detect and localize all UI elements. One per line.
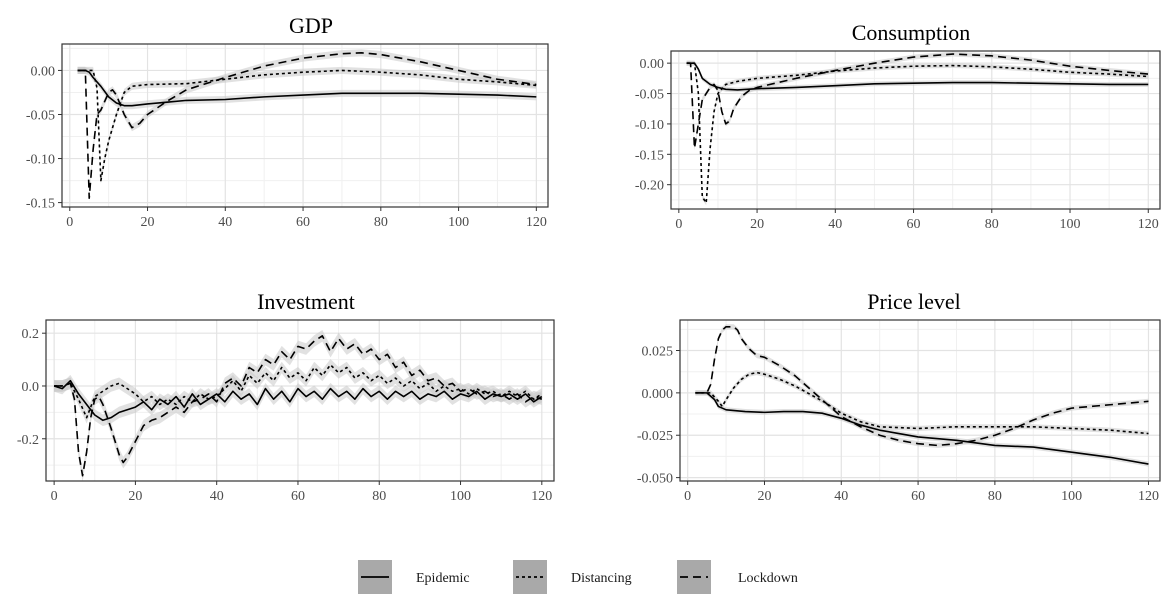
x-tick-label: 20 bbox=[128, 489, 142, 504]
x-tick-label: 60 bbox=[911, 489, 925, 504]
y-tick-label: -0.2 bbox=[17, 433, 39, 448]
y-tick-label: -0.15 bbox=[635, 148, 664, 163]
panel-title: Consumption bbox=[852, 20, 971, 45]
y-tick-label: 0.00 bbox=[640, 57, 665, 72]
series-line-dashed bbox=[686, 53, 1149, 150]
x-tick-label: 0 bbox=[684, 489, 691, 504]
y-tick-label: 0.2 bbox=[22, 327, 40, 342]
x-tick-label: 0 bbox=[51, 489, 58, 504]
grid bbox=[680, 320, 1160, 481]
panel-2: Investment 0 20 40 60 80 100 120 -0.2 0.0 0.2 bbox=[17, 289, 555, 504]
plot-area bbox=[53, 330, 543, 481]
series-line-solid bbox=[695, 392, 1149, 465]
x-tick-label: 100 bbox=[1061, 489, 1082, 504]
grid bbox=[62, 44, 548, 207]
series-line-dotted bbox=[695, 371, 1149, 435]
plot-area bbox=[686, 51, 1149, 206]
y-tick-label: -0.10 bbox=[26, 153, 55, 168]
legend-label: Distancing bbox=[571, 571, 632, 586]
confidence-band-1 bbox=[686, 60, 1149, 206]
series-line-dashed bbox=[54, 335, 543, 477]
x-tick-label: 0 bbox=[675, 217, 682, 232]
y-tick-label: -0.15 bbox=[26, 197, 55, 212]
x-tick-label: 60 bbox=[291, 489, 305, 504]
x-tick-label: 100 bbox=[448, 215, 469, 230]
x-tick-label: 40 bbox=[210, 489, 224, 504]
panel-border bbox=[45, 319, 555, 482]
x-tick-label: 120 bbox=[526, 215, 547, 230]
x-tick-label: 20 bbox=[757, 489, 771, 504]
x-tick-label: 100 bbox=[1060, 217, 1081, 232]
y-tick-label: 0.0 bbox=[22, 380, 40, 395]
x-tick-label: 20 bbox=[750, 217, 764, 232]
confidence-band-2 bbox=[686, 51, 1149, 151]
x-tick-label: 120 bbox=[1138, 217, 1159, 232]
confidence-band-0 bbox=[77, 66, 537, 110]
x-tick-label: 80 bbox=[988, 489, 1002, 504]
y-tick-label: -0.10 bbox=[635, 118, 664, 133]
confidence-band-0 bbox=[686, 60, 1149, 93]
panel-title: Investment bbox=[257, 289, 355, 314]
y-tick-label: 0.00 bbox=[31, 64, 56, 79]
confidence-band-1 bbox=[695, 369, 1149, 437]
panel-0: GDP 0 20 40 60 80 100 120 -0.15 -0.10 -0.05 0.00 bbox=[26, 13, 549, 230]
x-tick-label: 120 bbox=[1138, 489, 1159, 504]
x-tick-label: 60 bbox=[907, 217, 921, 232]
x-tick-label: 80 bbox=[372, 489, 386, 504]
panel-border bbox=[670, 50, 1161, 210]
series-line-solid bbox=[686, 62, 1149, 91]
x-tick-label: 40 bbox=[218, 215, 232, 230]
x-tick-label: 40 bbox=[834, 489, 848, 504]
panel-3: Price level 0 20 40 60 80 100 120 -0.050 -0.025 0.… bbox=[637, 289, 1161, 504]
confidence-band-2 bbox=[54, 330, 542, 481]
y-tick-label: -0.20 bbox=[635, 179, 664, 194]
x-tick-label: 40 bbox=[828, 217, 842, 232]
panel-1: Consumption 0 20 40 60 80 100 120 -0.20 -0.15 -0.1… bbox=[635, 20, 1161, 232]
y-tick-label: -0.05 bbox=[635, 88, 664, 103]
confidence-band-2 bbox=[695, 324, 1149, 448]
x-tick-label: 20 bbox=[141, 215, 155, 230]
x-tick-label: 120 bbox=[531, 489, 552, 504]
legend: Epidemic Distancing Lockdown bbox=[358, 560, 798, 594]
series-line-solid bbox=[53, 379, 543, 422]
x-tick-label: 0 bbox=[66, 215, 73, 230]
legend-label: Epidemic bbox=[416, 571, 470, 586]
panel-border bbox=[61, 43, 549, 208]
series-line-dashed bbox=[695, 325, 1149, 447]
x-tick-label: 100 bbox=[450, 489, 471, 504]
x-tick-label: 80 bbox=[985, 217, 999, 232]
panel-title: Price level bbox=[867, 289, 960, 314]
x-tick-label: 60 bbox=[296, 215, 310, 230]
y-tick-label: 0.000 bbox=[642, 387, 674, 402]
series-line-dashed bbox=[77, 52, 537, 199]
y-tick-label: -0.025 bbox=[637, 429, 673, 444]
y-tick-label: 0.025 bbox=[642, 345, 674, 360]
panel-title: GDP bbox=[289, 13, 333, 38]
plot-area bbox=[77, 49, 537, 202]
x-tick-label: 80 bbox=[374, 215, 388, 230]
y-tick-label: -0.050 bbox=[637, 472, 673, 487]
plot-area bbox=[695, 324, 1149, 467]
legend-label: Lockdown bbox=[738, 571, 798, 586]
panel-border bbox=[679, 319, 1161, 482]
series-line-dotted bbox=[686, 62, 1149, 204]
y-tick-label: -0.05 bbox=[26, 108, 55, 123]
